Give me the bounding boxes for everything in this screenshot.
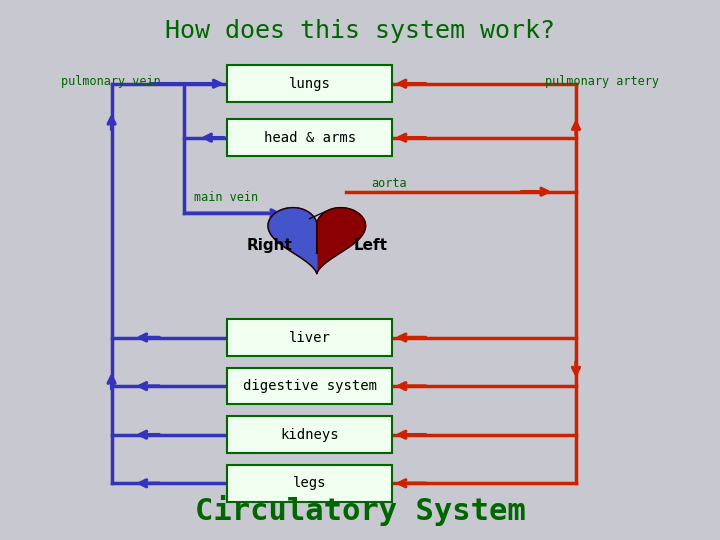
Text: Right: Right bbox=[247, 238, 293, 253]
Polygon shape bbox=[268, 208, 317, 274]
Text: Circulatory System: Circulatory System bbox=[194, 496, 526, 526]
Text: liver: liver bbox=[289, 330, 330, 345]
Text: lungs: lungs bbox=[289, 77, 330, 91]
Text: head & arms: head & arms bbox=[264, 131, 356, 145]
Text: main vein: main vein bbox=[194, 191, 258, 204]
Text: kidneys: kidneys bbox=[280, 428, 339, 442]
Text: pulmonary vein: pulmonary vein bbox=[61, 75, 161, 87]
Text: digestive system: digestive system bbox=[243, 379, 377, 393]
Text: How does this system work?: How does this system work? bbox=[165, 19, 555, 43]
Polygon shape bbox=[268, 208, 366, 274]
Text: Left: Left bbox=[354, 238, 388, 253]
FancyBboxPatch shape bbox=[227, 368, 392, 404]
FancyBboxPatch shape bbox=[227, 119, 392, 156]
FancyBboxPatch shape bbox=[227, 65, 392, 102]
FancyBboxPatch shape bbox=[227, 319, 392, 356]
Text: aorta: aorta bbox=[371, 177, 406, 190]
FancyBboxPatch shape bbox=[227, 465, 392, 502]
Text: legs: legs bbox=[293, 476, 326, 490]
Text: pulmonary artery: pulmonary artery bbox=[545, 75, 659, 87]
FancyBboxPatch shape bbox=[227, 416, 392, 453]
